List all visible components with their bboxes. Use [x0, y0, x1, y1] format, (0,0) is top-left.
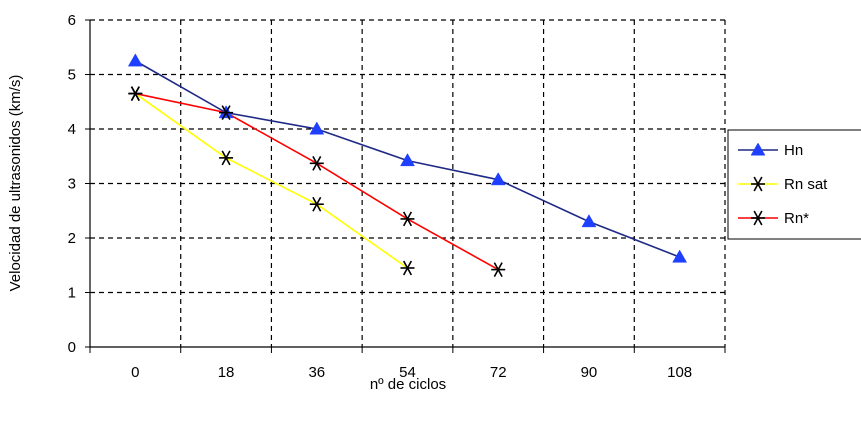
series-2-point: [309, 196, 324, 212]
legend-marker-2: [751, 176, 765, 192]
series-2-point: [219, 150, 234, 166]
legend-label-3: Rn*: [784, 210, 809, 227]
x-tick-label: 18: [218, 364, 235, 381]
y-tick-label: 1: [68, 285, 76, 302]
x-tick-label: 72: [490, 364, 507, 381]
series-3-point: [128, 86, 143, 101]
series-1-point: [672, 249, 688, 263]
y-tick-label: 6: [68, 12, 76, 29]
legend-marker-3: [751, 210, 765, 226]
x-axis-title: nº de ciclos: [370, 376, 446, 393]
series-2-point: [400, 260, 415, 276]
series-3-point: [400, 211, 415, 227]
x-tick-label: 36: [308, 364, 325, 381]
legend: Hn Rn sat Rn*: [727, 129, 861, 240]
series-line-2: [134, 92, 408, 269]
grid-layer: [90, 19, 726, 347]
series-1-point: [127, 53, 143, 67]
x-tick-label: 0: [131, 364, 139, 381]
series-3-point: [309, 155, 324, 171]
series-line-3: [135, 92, 499, 271]
x-tick-label: 90: [581, 364, 598, 381]
y-tick-label: 4: [68, 121, 76, 138]
series-1-point: [490, 172, 506, 186]
x-tick-label: 54: [399, 364, 416, 381]
series-1-point: [400, 153, 415, 167]
series-3-point: [219, 105, 234, 121]
legend-label-2: Rn sat: [784, 176, 828, 193]
series-3-point: [491, 262, 506, 277]
legend-marker-1: [750, 142, 766, 156]
legend-label-1: Hn: [784, 142, 803, 159]
axes-layer: 0 1 2 3 4 5 6 0 18 36 54 72 90 108: [68, 12, 726, 381]
series-1-point: [309, 121, 325, 135]
series-1-point: [581, 214, 597, 228]
y-axis-title: Velocidad de ultrasonidos (km/s): [7, 75, 24, 292]
x-tick-label: 108: [667, 364, 692, 381]
y-tick-label: 2: [68, 230, 76, 247]
y-tick-label: 0: [68, 339, 76, 356]
y-tick-label: 3: [68, 176, 76, 193]
series-layer: [127, 53, 688, 277]
y-tick-label: 5: [68, 67, 76, 84]
